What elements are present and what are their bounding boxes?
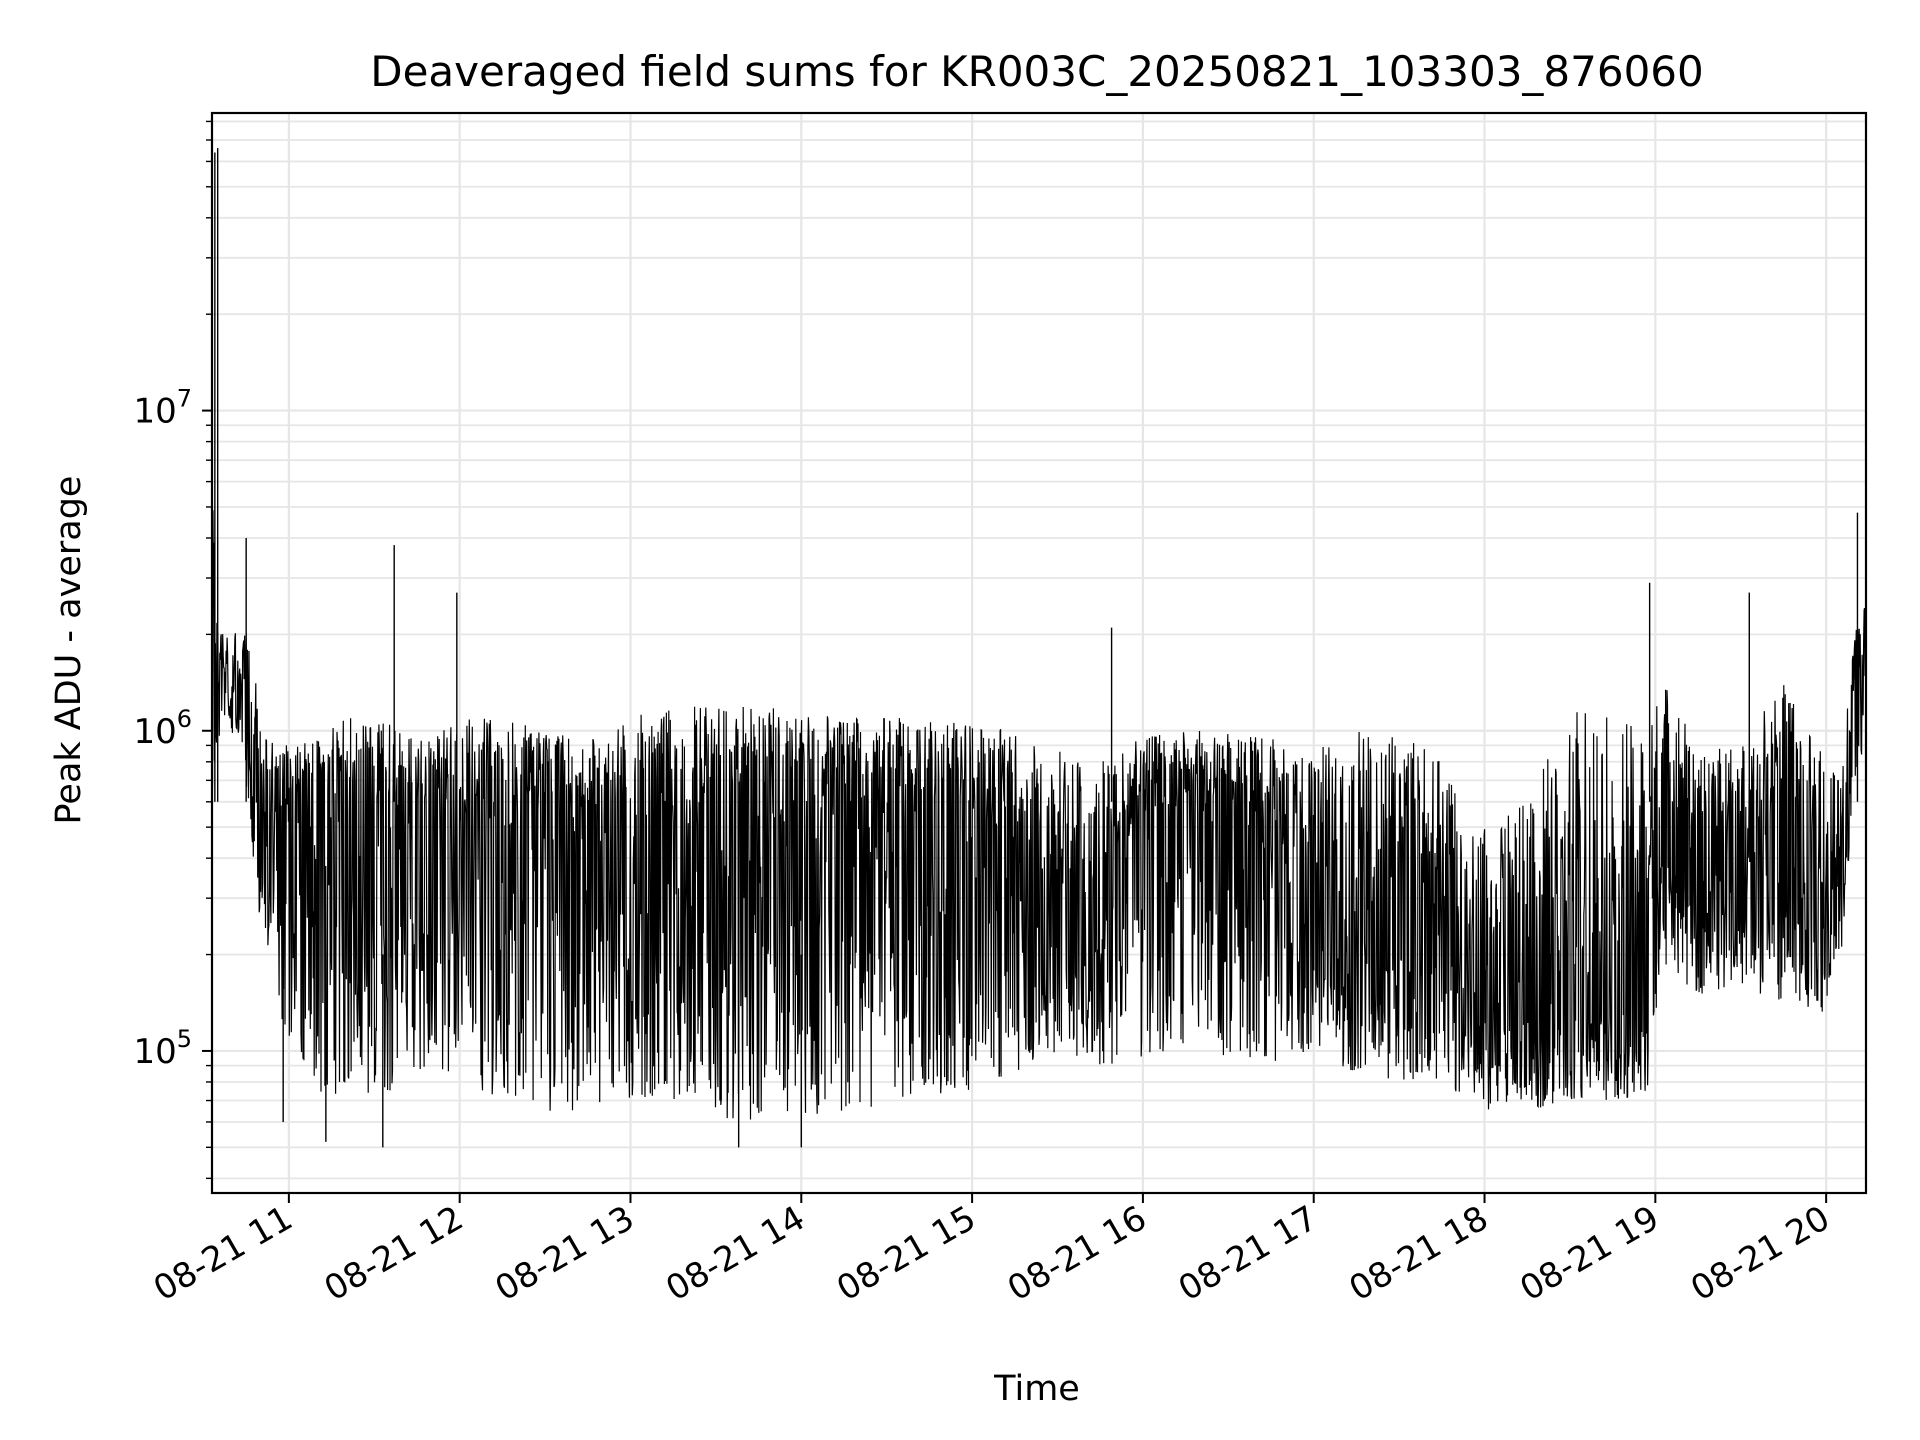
series-line bbox=[211, 510, 1867, 1120]
data-series bbox=[211, 148, 1867, 1148]
chart-title: Deaveraged field sums for KR003C_2025082… bbox=[370, 47, 1704, 96]
y-axis-label: Peak ADU - average bbox=[49, 476, 89, 825]
plot-frame bbox=[210, 111, 1868, 1195]
y-tick-label: 106 bbox=[133, 705, 192, 752]
y-tick-label: 107 bbox=[133, 385, 192, 432]
y-tick-label: 105 bbox=[133, 1025, 192, 1072]
x-axis-label: Time bbox=[993, 1369, 1080, 1409]
